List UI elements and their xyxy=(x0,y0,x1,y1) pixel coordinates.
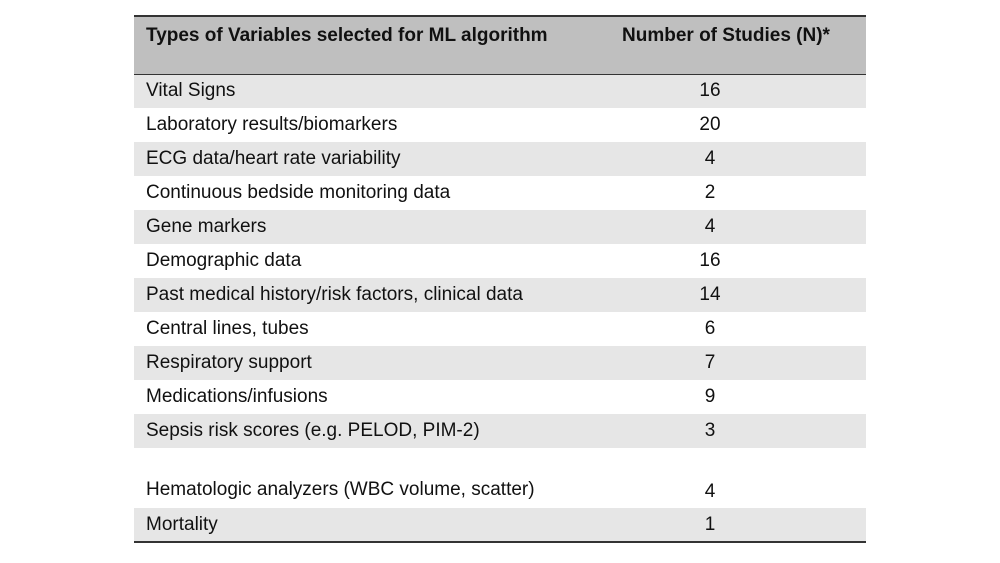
table-row: Laboratory results/biomarkers 20 xyxy=(134,108,866,142)
table-row: Respiratory support 7 xyxy=(134,346,866,380)
row-value-cell: 6 xyxy=(612,312,866,346)
row-value-cell: 7 xyxy=(612,346,866,380)
row-label: Mortality xyxy=(134,508,612,543)
row-value: 6 xyxy=(704,318,716,339)
row-value-cell: 9 xyxy=(612,380,866,414)
table-body: Vital Signs 16 Laboratory results/biomar… xyxy=(134,74,866,543)
row-value: 20 xyxy=(699,114,721,135)
row-value: 4 xyxy=(704,481,716,502)
variables-table-container: Types of Variables selected for ML algor… xyxy=(134,15,866,543)
row-value: 3 xyxy=(704,420,716,441)
row-value: 14 xyxy=(699,284,721,305)
row-value-cell: 4 xyxy=(612,210,866,244)
row-value: 9 xyxy=(704,386,716,407)
row-label: Laboratory results/biomarkers xyxy=(146,114,398,135)
row-value: 1 xyxy=(704,513,716,535)
row-label: Continuous bedside monitoring data xyxy=(146,182,451,203)
row-value-cell: 20 xyxy=(612,108,866,142)
table-row: Sepsis risk scores (e.g. PELOD, PIM-2) 3 xyxy=(134,414,866,448)
row-value-cell: 14 xyxy=(612,278,866,312)
row-value-cell: 1 xyxy=(612,508,866,543)
row-value-cell: 4 xyxy=(612,142,866,176)
row-value: 16 xyxy=(699,80,721,102)
row-label: Past medical history/risk factors, clini… xyxy=(146,284,523,305)
row-label: Medications/infusions xyxy=(146,386,328,407)
row-value-cell: 16 xyxy=(612,74,866,108)
table-row: Continuous bedside monitoring data 2 xyxy=(134,176,866,210)
table-row: Medications/infusions 9 xyxy=(134,380,866,414)
variables-table: Types of Variables selected for ML algor… xyxy=(134,15,866,543)
header-number-of-studies: Number of Studies (N)* xyxy=(612,15,866,75)
header-variable-type: Types of Variables selected for ML algor… xyxy=(134,15,612,75)
table-header: Types of Variables selected for ML algor… xyxy=(134,15,866,75)
table-row: Gene markers 4 xyxy=(134,210,866,244)
table-row: Demographic data 16 xyxy=(134,244,866,278)
table-row: Central lines, tubes 6 xyxy=(134,312,866,346)
row-value: 7 xyxy=(704,352,716,373)
row-label: Hematologic analyzers (WBC volume, scatt… xyxy=(146,479,535,500)
table-row: Past medical history/risk factors, clini… xyxy=(134,278,866,312)
row-value-cell: 16 xyxy=(612,244,866,278)
row-value-cell: 3 xyxy=(612,414,866,448)
row-label: ECG data/heart rate variability xyxy=(146,148,401,169)
row-label: Central lines, tubes xyxy=(146,318,309,339)
row-label: Sepsis risk scores (e.g. PELOD, PIM-2) xyxy=(146,420,480,441)
row-value-cell: 2 xyxy=(612,176,866,210)
row-value: 4 xyxy=(704,148,716,169)
row-value: 2 xyxy=(704,182,716,203)
table-row: Mortality 1 xyxy=(134,508,866,543)
table-row: Hematologic analyzers (WBC volume, scatt… xyxy=(134,448,866,508)
row-value: 16 xyxy=(699,250,721,271)
row-value: 4 xyxy=(704,216,716,237)
row-label: Demographic data xyxy=(146,250,302,271)
table-row: Vital Signs 16 xyxy=(134,74,866,108)
row-value-cell: 4 xyxy=(612,448,866,508)
row-label: Vital Signs xyxy=(146,80,236,102)
row-label: Respiratory support xyxy=(146,352,312,373)
header-row: Types of Variables selected for ML algor… xyxy=(134,15,866,75)
row-label: Gene markers xyxy=(146,216,267,237)
table-row: ECG data/heart rate variability 4 xyxy=(134,142,866,176)
